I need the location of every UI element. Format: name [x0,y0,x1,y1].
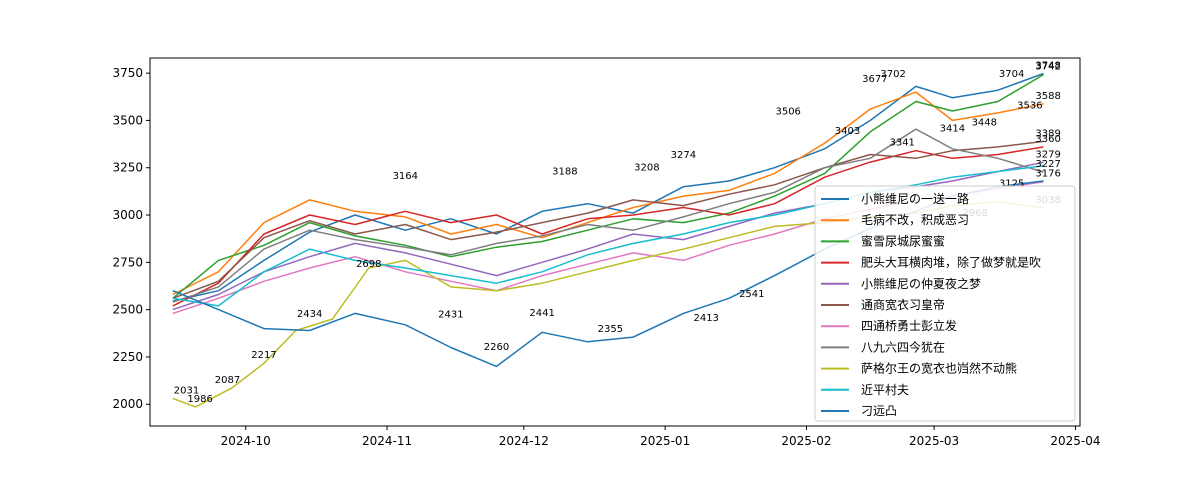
data-label: 2541 [739,289,764,300]
y-tick-label: 3250 [112,161,143,175]
data-label: 3704 [999,69,1024,80]
data-label: 2087 [215,375,240,386]
series-line-4 [172,146,1044,307]
x-tick-label: 2024-11 [362,434,412,448]
data-label: 2434 [297,309,322,320]
data-label: 3677 [862,74,887,85]
data-label: 3274 [671,150,696,161]
legend-label: 近平村夫 [861,383,909,397]
y-tick-label: 3750 [112,66,143,80]
data-label: 2431 [438,310,463,321]
data-label: 3125 [999,178,1024,189]
y-tick-label: 2750 [112,255,143,269]
data-label: 2031 [174,385,199,396]
data-label: 3588 [1035,91,1060,102]
plot-frame [149,57,1081,427]
y-tick-label: 3500 [112,113,143,127]
data-label: 3506 [775,106,800,117]
legend-label: 小熊维尼の仲夏夜之梦 [861,276,981,291]
data-label: 3536 [1017,101,1042,112]
data-label: 2413 [693,313,718,324]
legend-label: 四通桥勇士彭立发 [861,318,957,333]
data-label: 3164 [393,171,418,182]
legend-label: 蜜雪尿城尿蜜蜜 [861,233,945,248]
data-label: 3279 [1035,149,1060,160]
legend: 小熊维尼の一送一路毛病不改，积成恶习蜜雪尿城尿蜜蜜肥头大耳横肉堆，除了做梦就是吹… [814,185,1076,422]
data-label: 3448 [972,117,997,128]
x-tick-label: 2025-02 [781,434,831,448]
data-label: 3227 [1035,159,1060,170]
data-label: 2217 [251,350,276,361]
legend-label: 萨格尔王の宽衣也岿然不动熊 [861,361,1017,376]
y-tick-label: 2500 [112,303,143,317]
x-tick-label: 2025-03 [909,434,959,448]
x-tick-label: 2024-12 [499,434,549,448]
data-label: 3702 [880,69,905,80]
x-tick-label: 2025-04 [1050,434,1100,448]
data-label: 3403 [835,126,860,137]
data-label: 3341 [889,138,914,149]
data-label: 3188 [552,167,577,178]
y-tick-label: 2000 [112,397,143,411]
y-tick-label: 3000 [112,208,143,222]
data-label: 3360 [1035,134,1060,145]
x-tick-label: 2024-10 [221,434,271,448]
data-label: 2355 [598,324,623,335]
data-label: 3748 [1035,61,1060,72]
data-label: 3414 [940,124,965,135]
y-tick-label: 2250 [112,350,143,364]
y-axis: 2000 2250 2500 2750 3000 3250 3500 3750 [112,66,150,411]
data-label: 3389 [1035,128,1060,139]
data-label: 2698 [356,259,381,270]
legend-label: 通商宽衣习皇帝 [861,297,945,312]
data-label: 2441 [529,308,554,319]
series-line-6 [172,140,1044,300]
legend-label: 毛病不改，积成恶习 [861,212,969,227]
legend-label: 刁远凸 [861,404,897,418]
series-line-2 [172,91,1044,296]
data-label: 3208 [634,163,659,174]
series-line-3 [172,73,1044,299]
x-axis: 2024-10 2024-11 2024-12 2025-01 2025-02 2025-… [221,426,1101,448]
x-tick-label: 2025-01 [640,434,690,448]
legend-label: 肥头大耳横肉堆，除了做梦就是吹 [861,255,1041,270]
legend-label: 小熊维尼の一送一路 [861,191,969,206]
data-label: 1986 [187,394,212,405]
legend-box [814,185,1076,422]
series-line-1 [172,72,1044,302]
data-label: 3742 [1035,62,1060,73]
legend-label: 八九六四今犹在 [861,339,945,354]
series-line-8 [172,128,1044,303]
data-label: 2260 [484,342,509,353]
data-label: 3176 [1035,169,1060,180]
